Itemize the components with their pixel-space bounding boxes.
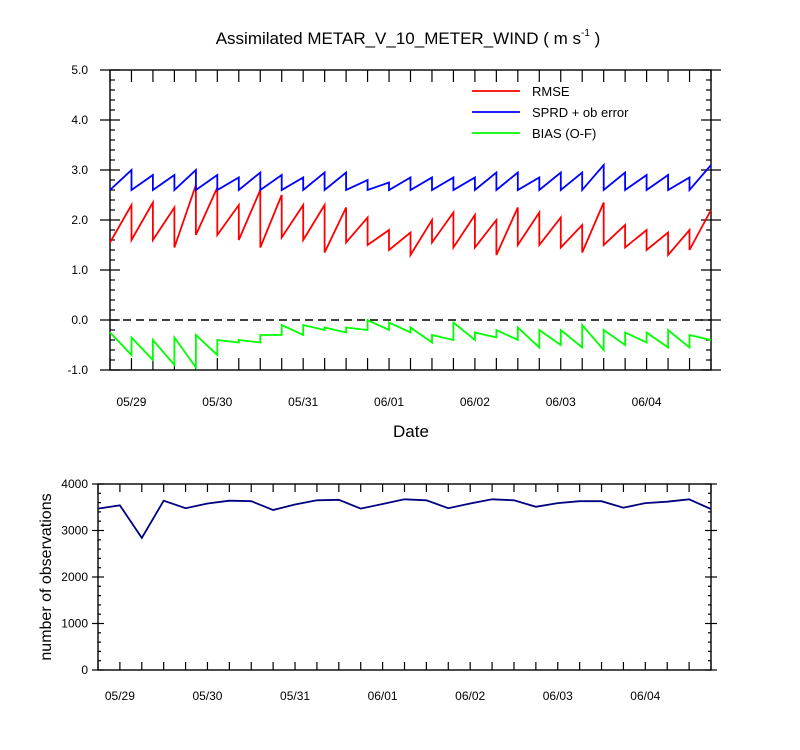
top-x-tick-label: 05/31	[288, 395, 318, 409]
top-y-tick-label: 3.0	[71, 163, 88, 177]
top-y-tick-label: 1.0	[71, 263, 88, 277]
top-y-tick-label: -1.0	[67, 363, 88, 377]
bottom-series	[97, 498, 712, 540]
top-y-tick-label: 5.0	[71, 63, 88, 77]
bottom-x-tick-label: 05/31	[280, 689, 310, 703]
x-axis-title: Date	[393, 422, 429, 441]
legend-rmse-label: RMSE	[532, 84, 570, 99]
bottom-x-tick-label: 05/29	[105, 689, 135, 703]
bottom-plot-frame	[97, 483, 712, 671]
bottom-x-tick-label: 06/04	[630, 689, 660, 703]
legend-spread-label: SPRD + ob error	[532, 105, 629, 120]
bottom-series-number-of-observations	[97, 498, 712, 540]
top-x-tick-label: 05/29	[116, 395, 146, 409]
y-axis-title-observations: number of observations	[38, 493, 55, 660]
bottom-y-tick-label: 1000	[61, 617, 88, 631]
legend: RMSE SPRD + ob error BIAS (O-F)	[472, 84, 629, 141]
bottom-x-tick-label: 06/01	[368, 689, 398, 703]
bottom-y-tick-label: 4000	[61, 477, 88, 491]
bottom-y-tick-label: 3000	[61, 524, 88, 538]
top-x-tick-label: 06/02	[460, 395, 490, 409]
bottom-y-tick-label: 0	[81, 663, 88, 677]
top-x-tick-label: 06/04	[632, 395, 662, 409]
bottom-x-tick-label: 05/30	[192, 689, 222, 703]
top-y-tick-label: 0.0	[71, 313, 88, 327]
bottom-x-tick-label: 06/03	[543, 689, 573, 703]
top-y-tick-label: 4.0	[71, 113, 88, 127]
legend-bias-label: BIAS (O-F)	[532, 126, 596, 141]
bottom-ticks: 05/29 05/30 05/31 06/01 06/02 06/03 06/04 0 1000…	[61, 477, 717, 703]
top-series-bias-o-f	[109, 318, 712, 371]
top-series-rmse	[109, 184, 712, 259]
top-plot: 05/29 05/30 05/31 06/01 06/02 06/03 06/04 -1.0 0…	[67, 63, 721, 441]
chart-title: Assimilated METAR_V_10_METER_WIND ( m s-…	[216, 28, 601, 48]
top-x-tick-label: 06/01	[374, 395, 404, 409]
top-series-sprd-ob-error	[109, 162, 712, 193]
top-x-tick-label: 05/30	[202, 395, 232, 409]
bottom-plot: 05/29 05/30 05/31 06/01 06/02 06/03 06/04 0 1000…	[38, 477, 717, 703]
top-ticks: 05/29 05/30 05/31 06/01 06/02 06/03 06/04 -1.0 0…	[67, 63, 721, 409]
top-y-tick-label: 2.0	[71, 213, 88, 227]
top-x-tick-label: 06/03	[546, 395, 576, 409]
top-series	[109, 162, 712, 371]
bottom-x-tick-label: 06/02	[455, 689, 485, 703]
bottom-y-tick-label: 2000	[61, 570, 88, 584]
